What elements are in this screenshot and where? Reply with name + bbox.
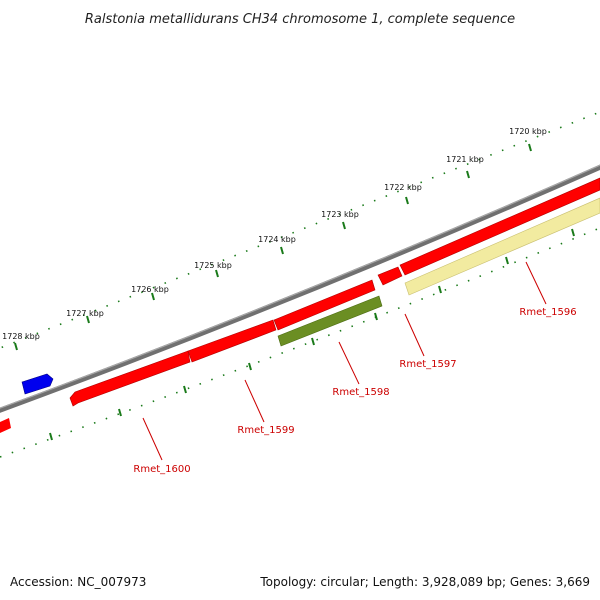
map-title: Ralstonia metallidurans CH34 chromosome … [85,12,515,27]
gene-rmet-1599[interactable] [187,319,277,363]
gene-fragment[interactable] [0,418,11,433]
tick-label: 1720 kbp [509,127,547,136]
tick-label: 1721 kbp [446,155,484,164]
gene-rmet-1598-overlap[interactable] [273,279,376,331]
gene-rmet-1600[interactable] [69,350,191,407]
gene-label: Rmet_1597 [399,359,456,370]
tick-label: 1725 kbp [194,261,232,270]
label-leaders [142,261,547,461]
backbone [0,164,600,413]
gene-rmet-1595[interactable] [399,177,600,276]
inner-major-ticks [49,228,575,441]
tick-label: 1726 kbp [131,285,169,294]
tick-label: 1727 kbp [66,309,104,318]
gene-label: Rmet_1596 [519,307,576,318]
gene-rmet-1598[interactable] [277,295,383,347]
gene-label: Rmet_1599 [237,425,294,436]
accession-text: Accession: NC_007973 [10,575,146,589]
genome-summary-text: Topology: circular; Length: 3,928,089 bp… [259,575,590,589]
gene-rmet-1597[interactable] [377,266,403,286]
tick-label: 1728 kbp [2,332,40,341]
gene-label: Rmet_1598 [332,387,389,398]
forward-gene-blue[interactable] [21,373,54,395]
outer-major-ticks [14,143,532,351]
inner-tick-ring [0,227,600,458]
gene-rmet-1596[interactable] [404,197,600,296]
tick-label: 1723 kbp [321,210,359,219]
tick-label: 1724 kbp [258,235,296,244]
gene-label: Rmet_1600 [133,464,190,475]
tick-label: 1722 kbp [384,183,422,192]
backbone-highlight [0,164,600,409]
